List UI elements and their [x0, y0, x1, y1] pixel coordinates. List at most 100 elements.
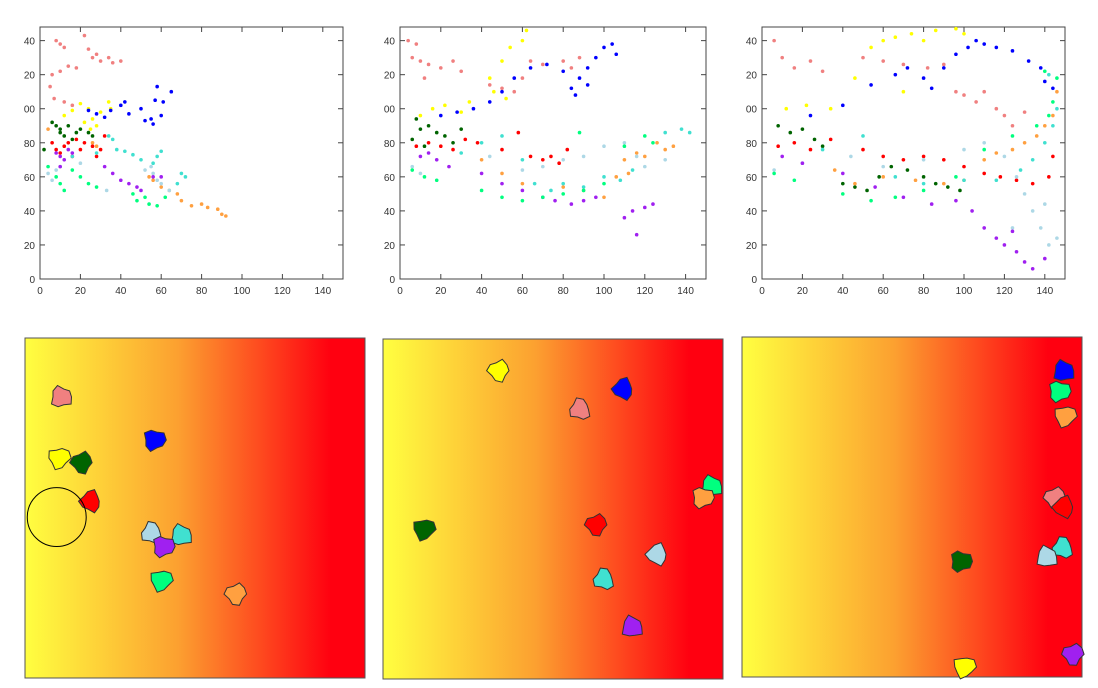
data-point: [467, 100, 472, 104]
data-point: [832, 168, 837, 172]
data-point: [500, 86, 504, 91]
data-point: [110, 171, 115, 176]
data-point: [954, 89, 958, 94]
data-point: [1055, 76, 1059, 80]
data-point: [98, 59, 103, 63]
data-point: [66, 140, 71, 145]
data-point: [155, 154, 159, 159]
data-point: [913, 178, 918, 183]
data-point: [70, 137, 75, 142]
data-point: [149, 117, 153, 121]
data-point: [877, 175, 881, 179]
data-point: [88, 127, 93, 131]
x-tick-label: 100: [956, 286, 973, 297]
data-point: [1010, 49, 1015, 53]
data-point: [147, 175, 151, 179]
data-point: [90, 55, 95, 60]
agent-red: [1050, 494, 1074, 520]
data-point: [418, 171, 423, 176]
data-point: [1022, 192, 1027, 196]
data-point: [905, 168, 910, 172]
data-point: [982, 89, 986, 94]
data-point: [994, 151, 999, 155]
data-point: [804, 103, 809, 108]
agent-springgreen: [1049, 380, 1072, 404]
data-point: [954, 52, 958, 57]
data-point: [487, 76, 492, 80]
data-point: [471, 106, 476, 111]
data-point: [220, 212, 224, 217]
data-point: [439, 66, 443, 70]
data-point: [410, 55, 415, 60]
data-point: [459, 151, 464, 155]
data-point: [426, 123, 431, 128]
agent-lightblue: [644, 541, 667, 567]
data-point: [78, 147, 83, 152]
data-point: [459, 69, 464, 74]
series-pink: [772, 38, 1027, 128]
data-point: [569, 86, 574, 91]
series-pink: [48, 33, 123, 108]
data-point: [422, 76, 427, 80]
data-point: [475, 140, 480, 145]
data-point: [1047, 175, 1051, 179]
data-point: [131, 152, 135, 157]
data-point: [183, 175, 188, 179]
data-point: [62, 134, 67, 138]
data-point: [50, 72, 54, 77]
data-point: [865, 188, 869, 193]
data-point: [1051, 86, 1055, 91]
data-point: [487, 100, 492, 104]
data-point: [905, 66, 910, 70]
agent-darkgreen: [951, 550, 974, 574]
data-point: [135, 185, 139, 189]
data-point: [205, 205, 210, 210]
y-tick-label: 00: [24, 105, 36, 116]
data-point: [772, 168, 776, 172]
simulation-frame-2: [382, 338, 724, 680]
data-point: [58, 181, 62, 186]
agent-orange: [223, 582, 248, 606]
gradient-field: [24, 337, 366, 679]
data-point: [585, 83, 590, 87]
data-point: [459, 127, 464, 131]
data-point: [42, 147, 46, 152]
series-red: [414, 130, 570, 166]
data-point: [687, 130, 692, 135]
data-point: [974, 100, 978, 104]
data-point: [426, 62, 431, 67]
data-point: [602, 181, 606, 186]
data-point: [569, 66, 574, 70]
data-point: [524, 28, 529, 33]
data-point: [994, 178, 999, 183]
x-tick-label: 80: [558, 286, 570, 297]
data-point: [46, 127, 50, 131]
data-point: [869, 198, 873, 203]
data-point: [58, 154, 62, 159]
data-point: [426, 151, 431, 155]
data-point: [447, 164, 451, 169]
y-tick-label: 20: [24, 71, 36, 82]
data-point: [651, 140, 655, 145]
data-point: [808, 147, 813, 152]
data-point: [1014, 178, 1019, 183]
x-tick-label: 100: [234, 286, 251, 297]
data-point: [841, 181, 845, 186]
data-point: [70, 151, 75, 155]
data-point: [622, 215, 627, 220]
data-point: [1030, 209, 1035, 213]
data-point: [108, 108, 113, 113]
data-point: [54, 38, 58, 43]
data-point: [62, 144, 67, 148]
series-turquoise: [459, 127, 692, 193]
data-point: [561, 185, 565, 189]
data-point: [82, 120, 87, 125]
data-point: [808, 59, 813, 63]
data-point: [143, 195, 147, 200]
series-springgreen: [410, 130, 655, 203]
y-tick-label: 60: [746, 173, 758, 184]
x-tick-label: 20: [75, 286, 87, 297]
data-point: [50, 120, 54, 125]
agent-blue: [143, 429, 167, 453]
agent-yellow: [485, 358, 510, 383]
